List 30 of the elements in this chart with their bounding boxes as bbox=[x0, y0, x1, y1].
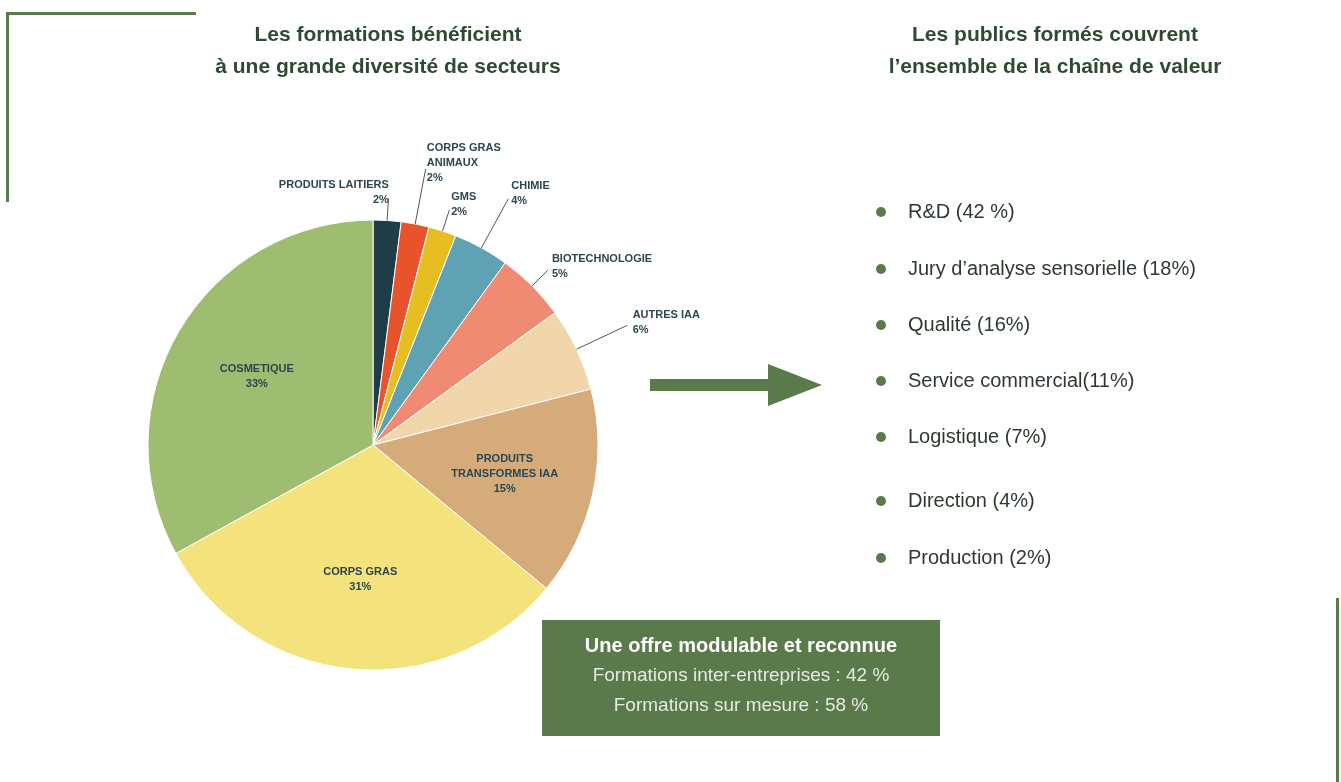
text: Formations sur mesure : 58 % bbox=[612, 693, 870, 717]
data-label: 15% bbox=[493, 482, 516, 495]
chart-title: Les formations bénéficient à une grande diversité de secteurs bbox=[214, 21, 562, 79]
text: Les publics formés couvrent l’ensemble de la chaîne de valeur bbox=[887, 21, 1223, 79]
text: Production (2%) bbox=[908, 546, 1052, 569]
slice-label: GMS bbox=[451, 189, 477, 202]
text: Direction (4%) bbox=[908, 489, 1035, 512]
text: Jury d’analyse sensorielle (18%) bbox=[908, 257, 1196, 280]
data-label: 2% bbox=[451, 204, 468, 217]
data-label: 2% bbox=[426, 170, 443, 183]
data-label: 33% bbox=[245, 376, 269, 389]
slice-label: CORPS GRAS bbox=[323, 564, 398, 577]
data-label: 31% bbox=[349, 579, 372, 592]
text: Logistique (7%) bbox=[908, 425, 1047, 448]
slice-label: PRODUITS TRANSFORMES IAA bbox=[451, 452, 559, 480]
text: Service commercial(11%) bbox=[908, 369, 1135, 392]
slice-label: AUTRES IAA bbox=[632, 308, 700, 321]
text: Formations inter-entreprises : 42 % bbox=[591, 663, 891, 687]
text: R&D (42 %) bbox=[908, 200, 1015, 223]
data-label: 6% bbox=[632, 323, 649, 336]
slice-label: CHIMIE bbox=[511, 178, 550, 191]
slice-label: PRODUITS LAITIERS bbox=[278, 177, 389, 190]
slice-label: CORPS GRAS ANIMAUX bbox=[426, 140, 501, 168]
text: Une offre modulable et reconnue bbox=[583, 633, 899, 658]
text: Qualité (16%) bbox=[908, 313, 1031, 336]
slice-label: BIOTECHNOLOGIE bbox=[551, 251, 653, 264]
slice-label: COSMETIQUE bbox=[219, 361, 294, 374]
data-label: 5% bbox=[551, 266, 569, 279]
data-label: 4% bbox=[511, 193, 528, 206]
data-label: 2% bbox=[372, 192, 390, 205]
